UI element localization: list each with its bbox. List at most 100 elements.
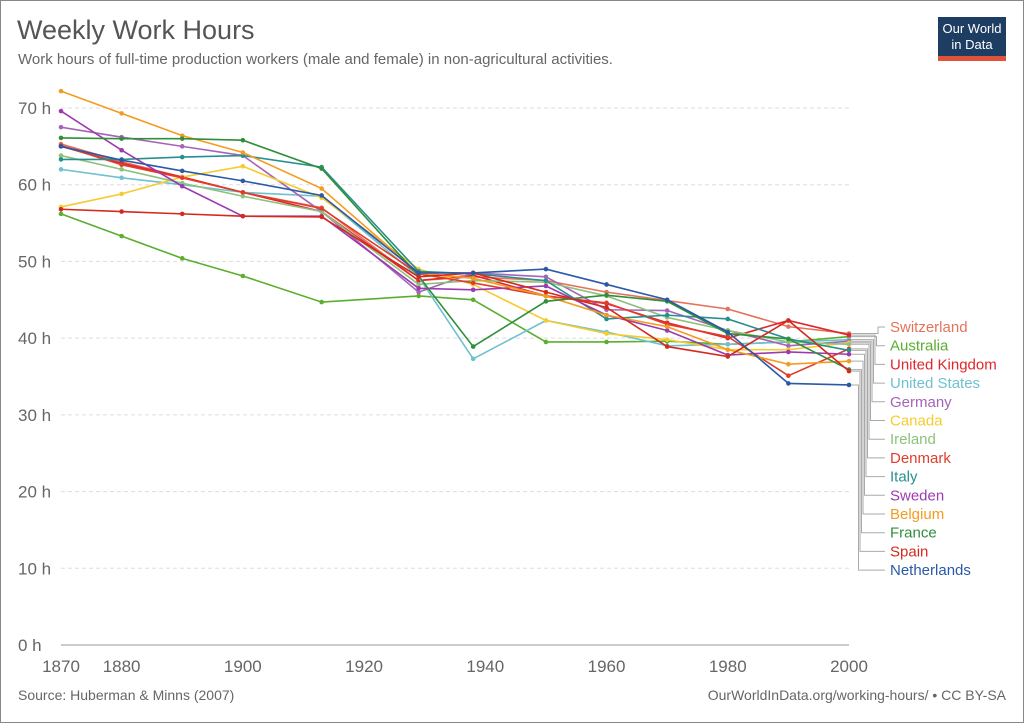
- legend-connector: [851, 348, 885, 459]
- x-tick-label: 2000: [830, 657, 868, 676]
- data-point: [58, 108, 64, 114]
- legend-connector: [851, 342, 885, 421]
- data-point: [604, 305, 609, 310]
- legend-label: Belgium: [890, 506, 944, 523]
- data-point: [725, 354, 731, 359]
- data-point: [416, 282, 421, 287]
- y-tick-label: 40 h: [18, 329, 51, 348]
- data-point: [416, 289, 421, 295]
- data-point: [470, 356, 476, 362]
- x-tick-label: 1870: [42, 657, 80, 676]
- legend-label: Sweden: [890, 487, 944, 504]
- legend-connector: [851, 343, 885, 440]
- data-point: [240, 150, 246, 155]
- legend-label: Australia: [890, 338, 949, 355]
- data-point: [58, 206, 64, 212]
- data-point: [543, 293, 549, 299]
- data-point: [725, 316, 731, 322]
- data-point: [664, 324, 670, 329]
- data-point: [416, 274, 421, 280]
- data-point: [179, 144, 185, 149]
- series-line-denmark: [60, 144, 850, 377]
- data-point: [725, 306, 731, 312]
- data-point: [179, 183, 185, 189]
- data-point: [543, 274, 549, 280]
- data-point: [119, 111, 124, 116]
- chart-subtitle: Work hours of full-time production worke…: [18, 51, 613, 68]
- data-point: [470, 270, 476, 276]
- legend-label: Spain: [890, 543, 928, 560]
- data-point: [319, 214, 324, 220]
- data-point: [846, 332, 852, 338]
- legend-connector: [851, 384, 885, 571]
- data-point: [119, 162, 124, 168]
- data-point: [786, 324, 791, 329]
- data-point: [543, 266, 549, 272]
- data-point: [119, 167, 124, 172]
- source-note[interactable]: Source: Huberman & Minns (2007): [18, 687, 235, 703]
- data-point: [58, 135, 64, 141]
- owid-logo[interactable]: Our World in Data: [938, 17, 1006, 61]
- y-tick-label: 10 h: [18, 559, 51, 578]
- y-tick-label: 60 h: [18, 176, 51, 195]
- data-point: [416, 270, 421, 276]
- data-point: [604, 316, 609, 322]
- legend-label: Switzerland: [890, 319, 968, 336]
- data-point: [604, 300, 609, 306]
- data-point: [119, 209, 124, 214]
- data-point: [240, 190, 246, 195]
- data-point: [58, 124, 64, 130]
- x-tick-label: 1920: [345, 657, 383, 676]
- legend-label: Denmark: [890, 450, 951, 467]
- y-tick-label: 30 h: [18, 406, 51, 425]
- data-point: [119, 136, 124, 141]
- data-point: [725, 347, 731, 352]
- data-point: [416, 293, 421, 299]
- data-point: [604, 331, 609, 336]
- x-tick-label: 1940: [466, 657, 504, 676]
- data-point: [179, 168, 185, 174]
- data-point: [58, 157, 64, 162]
- data-point: [846, 348, 852, 353]
- chart-title: Weekly Work Hours: [17, 15, 255, 45]
- data-point: [604, 339, 609, 345]
- data-point: [543, 278, 549, 283]
- data-point: [846, 368, 852, 374]
- data-point: [319, 186, 324, 191]
- data-point: [604, 312, 609, 318]
- y-tick-label: 0 h: [18, 636, 42, 655]
- data-point: [786, 336, 791, 342]
- data-point: [240, 178, 246, 184]
- data-point: [470, 280, 476, 286]
- data-point: [664, 337, 670, 342]
- data-point: [119, 147, 124, 153]
- data-point: [786, 361, 791, 367]
- series-line-germany: [60, 126, 850, 347]
- data-point: [58, 153, 64, 158]
- legend-label: Canada: [890, 413, 943, 430]
- license-note[interactable]: OurWorldInData.org/working-hours/ • CC B…: [707, 687, 1006, 703]
- data-point: [664, 328, 670, 333]
- data-point: [179, 136, 185, 141]
- legend-connector: [851, 340, 885, 403]
- x-tick-label: 1980: [709, 657, 747, 676]
- legend-label: United States: [890, 375, 980, 392]
- series-line-spain: [60, 208, 850, 372]
- data-point: [543, 289, 549, 295]
- data-point: [319, 206, 324, 211]
- y-tick-label: 70 h: [18, 99, 51, 118]
- data-point: [179, 256, 185, 261]
- data-point: [786, 381, 791, 386]
- data-point: [319, 166, 324, 171]
- data-point: [664, 308, 670, 313]
- data-point: [786, 349, 791, 355]
- data-point: [664, 344, 670, 349]
- data-point: [543, 283, 549, 289]
- data-point: [119, 175, 124, 181]
- data-point: [319, 193, 324, 198]
- x-tick-label: 1960: [588, 657, 626, 676]
- y-tick-label: 20 h: [18, 483, 51, 502]
- data-point: [846, 341, 852, 347]
